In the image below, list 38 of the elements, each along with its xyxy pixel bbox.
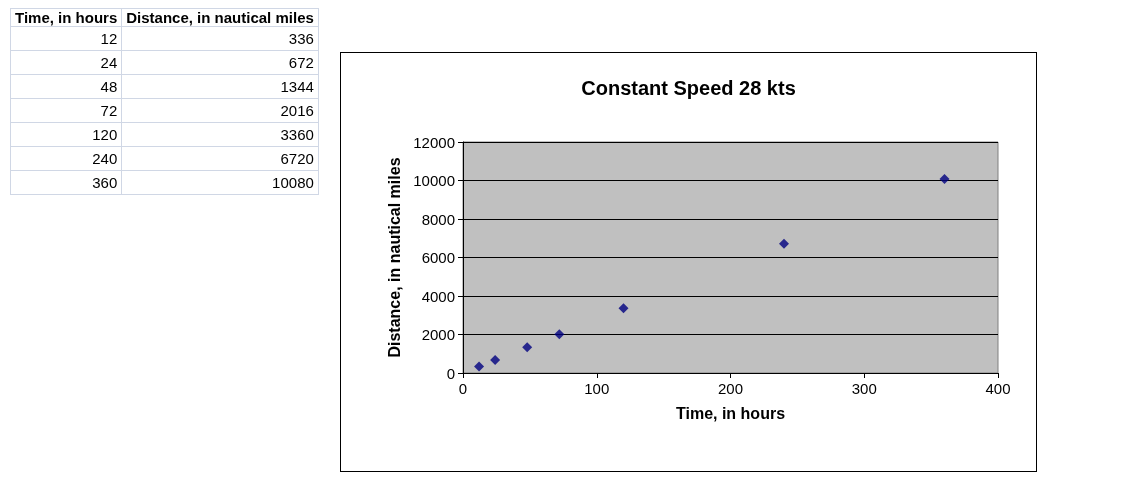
text: 1344 <box>121 74 319 99</box>
text: 672 <box>121 50 319 75</box>
point <box>779 238 789 249</box>
text: 240 <box>10 146 122 171</box>
text: 72 <box>10 98 122 123</box>
x-tick-label: 100 <box>584 380 610 397</box>
y-tick-label: 4000 <box>421 287 455 305</box>
text: 6720 <box>121 146 319 171</box>
point <box>939 173 950 184</box>
text: 3360 <box>121 122 319 147</box>
chart-title: Constant Speed 28 kts <box>581 77 796 99</box>
x-tick-label: 200 <box>717 380 744 397</box>
y-axis-title: Distance, in nautical miles <box>385 157 403 358</box>
y-tick-label: 2000 <box>421 326 455 343</box>
y-tick-label: 6000 <box>421 249 455 266</box>
point <box>474 361 485 372</box>
text: 24 <box>10 50 122 75</box>
x-tick-label: 300 <box>851 380 877 397</box>
point <box>618 303 629 314</box>
text: 48 <box>10 74 122 99</box>
y-tick-label: 12000 <box>413 133 455 151</box>
point <box>522 342 533 353</box>
x-tick-label: 0 <box>458 380 468 397</box>
text: 2016 <box>121 98 319 123</box>
text: Time, in hours <box>10 8 122 27</box>
text: 336 <box>121 26 319 51</box>
x-tick-label: 400 <box>985 380 1011 397</box>
y-tick-label: 10000 <box>413 172 455 189</box>
text: 12 <box>10 26 122 51</box>
text: 360 <box>10 170 122 195</box>
x-axis-title: Time, in hours <box>675 404 786 422</box>
text: 120 <box>10 122 122 147</box>
point <box>490 355 501 366</box>
point <box>554 329 565 340</box>
text: Distance, in nautical miles <box>121 8 319 27</box>
text: 10080 <box>121 170 319 195</box>
y-tick-label: 8000 <box>421 210 455 228</box>
y-tick-label: 0 <box>446 364 455 382</box>
